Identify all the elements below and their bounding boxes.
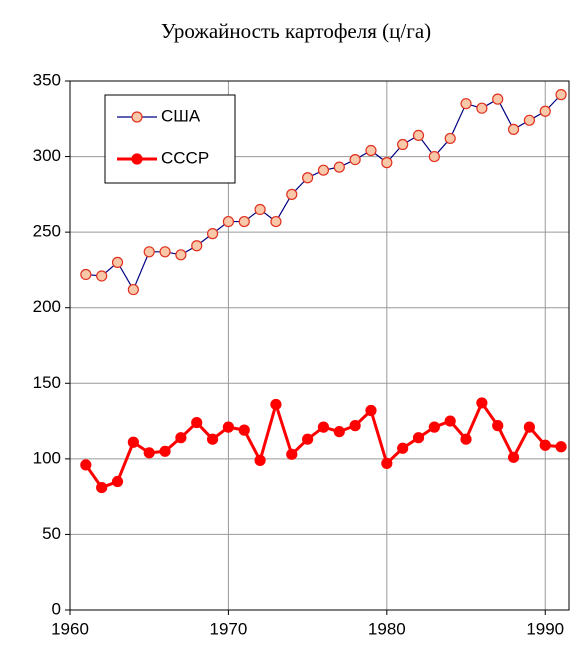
- y-tick-label: 50: [42, 524, 61, 543]
- y-tick-label: 250: [33, 222, 61, 241]
- point: [127, 283, 139, 296]
- legend-box: [104, 94, 236, 184]
- point: [191, 240, 203, 252]
- point: [333, 426, 345, 438]
- point: [349, 420, 361, 432]
- y-tick-label: 200: [33, 297, 61, 316]
- point: [191, 416, 203, 429]
- point: [175, 249, 187, 261]
- point: [492, 93, 504, 105]
- point: [254, 203, 266, 216]
- y-tick-label: 300: [33, 146, 61, 165]
- point: [428, 150, 440, 163]
- point: [127, 436, 139, 448]
- y-tick-label: 150: [33, 373, 61, 392]
- point: [507, 451, 520, 463]
- point: [286, 188, 298, 200]
- point: [96, 481, 108, 494]
- point: [412, 432, 425, 444]
- point: [523, 421, 535, 433]
- point: [111, 475, 124, 488]
- point: [397, 442, 409, 454]
- point: [444, 132, 456, 145]
- point: [412, 129, 425, 142]
- point: [317, 164, 330, 176]
- point: [270, 215, 282, 228]
- point: [302, 172, 314, 184]
- point: [365, 144, 377, 157]
- x-tick-label: 1980: [368, 619, 406, 638]
- legend-marker: [131, 111, 143, 123]
- y-tick-label: 350: [33, 70, 61, 89]
- point: [159, 246, 171, 258]
- legend-label: СССР: [161, 148, 209, 167]
- point: [381, 457, 393, 469]
- legend-marker: [131, 153, 143, 165]
- point: [555, 89, 567, 101]
- point: [539, 105, 551, 117]
- point: [238, 424, 250, 436]
- x-tick-label: 1960: [51, 619, 89, 638]
- point: [222, 421, 235, 433]
- point: [476, 397, 488, 409]
- plot-frame: [69, 80, 570, 611]
- y-tick-label: 100: [33, 448, 61, 467]
- point: [381, 157, 393, 169]
- legend-label: США: [161, 106, 201, 125]
- point: [365, 404, 377, 417]
- x-tick-label: 1970: [209, 619, 247, 638]
- point: [349, 153, 361, 166]
- point: [492, 420, 504, 432]
- point: [222, 215, 235, 228]
- point: [302, 433, 314, 445]
- y-tick-label: 0: [52, 599, 61, 618]
- point: [444, 415, 456, 427]
- point: [476, 102, 488, 114]
- chart-title: Урожайность картофеля (ц/га): [161, 19, 431, 43]
- point: [460, 433, 472, 445]
- point: [555, 441, 567, 453]
- point: [80, 268, 92, 281]
- point: [254, 454, 266, 466]
- point: [96, 270, 108, 282]
- x-tick-label: 1990: [526, 619, 564, 638]
- series-line: [84, 399, 562, 490]
- point: [238, 215, 250, 228]
- point: [397, 138, 409, 151]
- point: [143, 246, 155, 258]
- point: [523, 114, 535, 126]
- point: [143, 447, 155, 459]
- point: [317, 421, 330, 433]
- point: [80, 459, 92, 471]
- point: [206, 433, 219, 445]
- point: [270, 398, 282, 411]
- point: [159, 445, 171, 457]
- point: [460, 98, 472, 110]
- point: [507, 123, 520, 135]
- point: [111, 256, 124, 268]
- point: [333, 161, 345, 173]
- point: [428, 421, 440, 433]
- point: [539, 439, 551, 451]
- point: [175, 432, 187, 444]
- point: [206, 228, 219, 240]
- point: [286, 448, 298, 460]
